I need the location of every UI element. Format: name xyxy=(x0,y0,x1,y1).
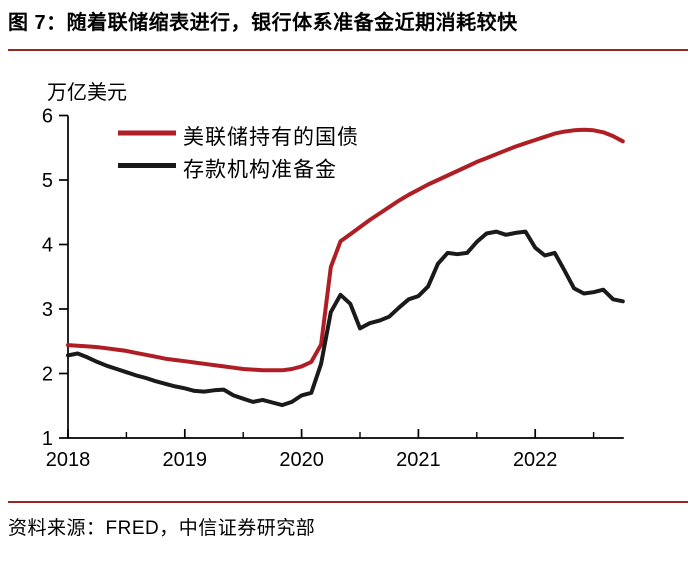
x-tick-label: 2018 xyxy=(46,449,91,471)
legend-label-0: 美联储持有的国债 xyxy=(183,126,359,149)
x-tick-label: 2021 xyxy=(396,449,441,471)
line-chart: 1 2 3 4 5 6 2018 2019 2020 2021 2022 万亿美元美联储持有的国债存款… xyxy=(42,81,625,471)
source-note: 资料来源：FRED，中信证券研究部 xyxy=(8,518,316,539)
y-tick-label: 3 xyxy=(42,299,53,321)
y-tick-label: 2 xyxy=(42,364,53,386)
legend-label-1: 存款机构准备金 xyxy=(183,159,337,182)
x-tick-label: 2022 xyxy=(513,449,558,471)
y-tick-label: 5 xyxy=(42,170,53,192)
series-fed-treasury-line xyxy=(66,127,625,373)
title-separator-rule xyxy=(8,49,688,51)
series-reserves-line xyxy=(66,229,625,408)
x-tick-label: 2019 xyxy=(163,449,208,471)
y-tick-label: 6 xyxy=(42,106,53,128)
y-tick-label: 1 xyxy=(42,428,53,450)
x-tick-label: 2020 xyxy=(279,449,324,471)
y-axis-unit-label: 万亿美元 xyxy=(47,81,127,104)
footer-separator-rule xyxy=(8,501,688,503)
y-tick-label: 4 xyxy=(42,235,53,257)
figure-title: 图 7：随着联储缩表进行，银行体系准备金近期消耗较快 xyxy=(8,12,518,34)
